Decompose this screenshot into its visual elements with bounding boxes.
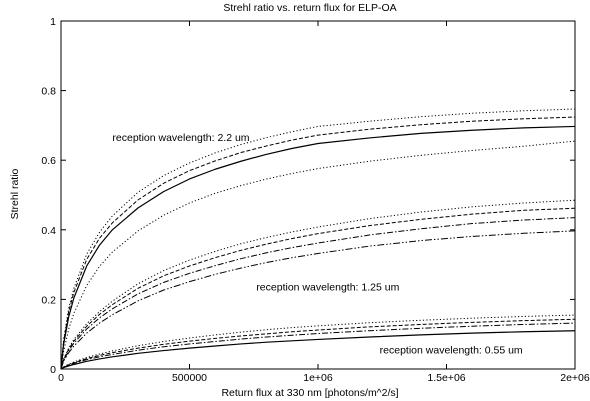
series-line-g2-s3: [60, 330, 576, 370]
annotation-layer: reception wavelength: 2.2 um reception wa…: [112, 132, 523, 356]
y-tick-label: 0.2: [41, 294, 56, 306]
series-line-g0-s2: [60, 125, 576, 370]
chart-title: Strehl ratio vs. return flux for ELP-OA: [223, 2, 396, 14]
y-axis-label: Strehl ratio: [9, 168, 21, 219]
series-layer: [60, 108, 576, 370]
series-line-g1-s1: [60, 207, 576, 370]
x-tick-label: 1.5e+06: [427, 372, 465, 384]
x-axis-label: Return flux at 330 nm [photons/m^2/s]: [221, 387, 398, 399]
y-tick-label: 0: [50, 364, 56, 376]
y-tick-label: 0.6: [41, 155, 56, 167]
series-line-g1-s3: [60, 230, 576, 370]
y-axis-ticks: 0 0.2 0.4 0.6 0.8 1: [41, 16, 575, 376]
series-line-g2-s1: [60, 318, 576, 370]
x-tick-label: 2e+06: [560, 372, 590, 384]
series-line-g1-s2: [60, 217, 576, 370]
series-line-g0-s3: [60, 140, 576, 370]
x-axis-ticks: 0 500000 1e+06 1.5e+06 2e+06: [58, 21, 590, 384]
x-tick-label: 1e+06: [303, 372, 333, 384]
series-line-g2-s2: [60, 322, 576, 370]
annotation-label: reception wavelength: 2.2 um: [112, 132, 249, 144]
annotation-label: reception wavelength: 1.25 um: [256, 282, 399, 294]
annotation-label: reception wavelength: 0.55 um: [380, 344, 523, 356]
y-tick-label: 0.4: [41, 225, 56, 237]
y-tick-label: 1: [50, 16, 56, 28]
x-tick-label: 500000: [172, 372, 207, 384]
x-tick-label: 0: [58, 372, 64, 384]
series-line-g0-s1: [60, 116, 576, 370]
series-line-g0-s0: [60, 108, 576, 370]
plot-frame: [60, 20, 576, 370]
series-line-g2-s0: [60, 314, 576, 370]
y-tick-label: 0.8: [41, 86, 56, 98]
